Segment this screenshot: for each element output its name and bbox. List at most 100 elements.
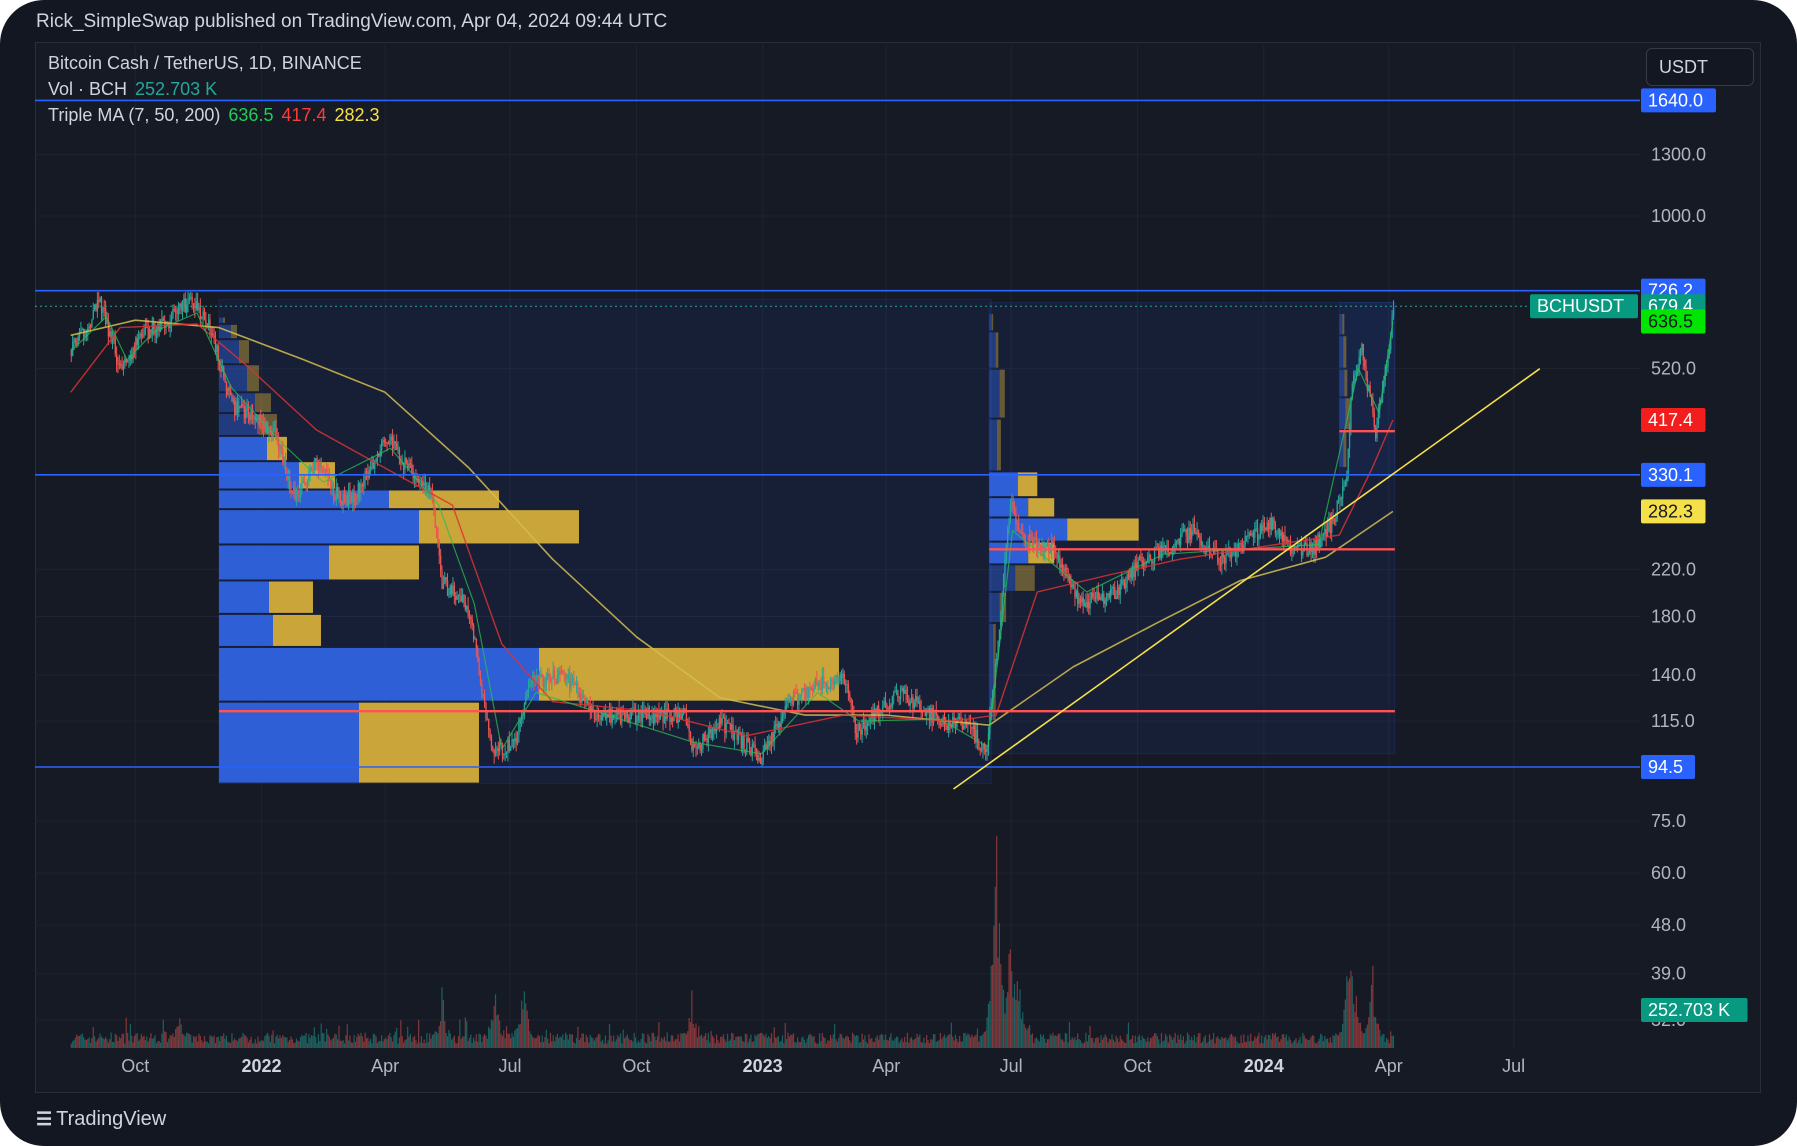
candle-body — [401, 463, 403, 465]
candle-body — [1122, 579, 1124, 581]
volume-bar — [1164, 1034, 1167, 1048]
volume-bar — [1031, 1033, 1033, 1048]
candle-body — [1034, 537, 1036, 539]
candle-body — [1123, 579, 1126, 589]
volume-bar — [799, 1041, 801, 1048]
volume-bar — [710, 1030, 712, 1048]
candle-body — [1071, 582, 1073, 588]
volume-bar — [867, 1043, 869, 1048]
volume-bar — [530, 1034, 532, 1048]
candle-body — [1000, 619, 1002, 630]
volume-bar — [216, 1037, 218, 1048]
volume-bar — [542, 1042, 545, 1048]
candle-body — [1055, 550, 1057, 554]
volume-bar — [1359, 1022, 1362, 1048]
volume-bar — [203, 1035, 206, 1048]
volume-bar — [835, 1039, 837, 1048]
candle-body — [1074, 583, 1076, 598]
candle-body — [807, 686, 810, 698]
volume-bar — [291, 1039, 293, 1048]
candle-body — [615, 714, 618, 716]
candle-body — [567, 674, 570, 678]
volume-profile-buy-bar — [218, 614, 273, 646]
volume-bar — [213, 1035, 215, 1048]
candle-body — [1115, 596, 1117, 599]
volume-bar — [209, 1035, 211, 1048]
volume-profile-sell-bar — [222, 317, 225, 323]
volume-bar — [1162, 1041, 1164, 1048]
candle-body — [629, 712, 631, 722]
candle-body — [1059, 555, 1061, 568]
candle-body — [659, 711, 662, 720]
legend-volume: Vol · BCH 252.703 K — [48, 79, 225, 100]
volume-bar — [472, 1037, 475, 1048]
volume-bar — [762, 1034, 764, 1048]
candle-body — [790, 698, 792, 702]
candle-body — [1295, 546, 1297, 550]
volume-bar — [720, 1036, 722, 1048]
candle-body — [842, 673, 844, 679]
volume-bar — [974, 1035, 976, 1048]
candle-body — [150, 329, 152, 333]
volume-bar — [85, 1039, 87, 1048]
volume-bar — [1060, 1039, 1062, 1048]
volume-bar — [904, 1036, 906, 1048]
candle-body — [1149, 554, 1152, 560]
candle-body — [736, 730, 738, 741]
volume-bar — [474, 1040, 476, 1048]
candle-body — [743, 735, 745, 751]
candle-body — [320, 463, 322, 468]
tradingview-brand[interactable]: ☰ TradingView — [36, 1108, 166, 1131]
volume-bar — [1140, 1040, 1142, 1048]
candle-body — [472, 625, 475, 640]
volume-bar — [732, 1033, 734, 1048]
candle-body — [902, 687, 905, 694]
price-label-badge — [1641, 499, 1706, 524]
volume-bar — [523, 991, 525, 1048]
volume-bar — [529, 1031, 531, 1048]
volume-bar — [364, 1032, 366, 1048]
volume-bar — [1369, 1001, 1371, 1048]
volume-bar — [205, 1041, 207, 1048]
volume-bar — [327, 1034, 329, 1048]
volume-bar — [1136, 1042, 1138, 1048]
volume-bar — [1141, 1035, 1143, 1048]
candle-body — [390, 436, 392, 441]
candle-body — [239, 406, 241, 408]
volume-bar — [467, 1040, 469, 1048]
volume-bar — [346, 1024, 348, 1048]
candle-body — [1281, 532, 1283, 542]
candle-body — [319, 463, 321, 471]
candle-body — [689, 731, 692, 739]
volume-bar — [872, 1041, 874, 1048]
volume-bar — [795, 1042, 797, 1048]
candle-body — [459, 594, 461, 597]
candle-body — [374, 462, 376, 469]
volume-bar — [873, 1042, 876, 1048]
candle-body — [1159, 545, 1161, 559]
volume-bar — [912, 1040, 914, 1048]
candle-body — [1137, 560, 1139, 571]
legend-volume-label: Vol · BCH — [48, 79, 128, 99]
candle-body — [1002, 578, 1005, 596]
volume-bar — [1265, 1035, 1267, 1048]
candle-body — [519, 720, 521, 724]
trendline — [953, 368, 1541, 790]
candle-body — [1100, 596, 1102, 600]
candle-body — [73, 339, 75, 342]
candle-body — [891, 696, 894, 707]
currency-button[interactable]: USDT — [1646, 48, 1754, 86]
candle-body — [326, 469, 328, 472]
volume-bar — [567, 1039, 569, 1048]
volume-bar — [1197, 1033, 1200, 1048]
volume-bar — [162, 1019, 164, 1048]
volume-bar — [985, 1031, 987, 1048]
volume-bar — [968, 1034, 970, 1048]
candle-body — [391, 436, 394, 449]
volume-bar — [1071, 1037, 1073, 1048]
candle-body — [514, 738, 516, 741]
volume-bar — [776, 1037, 778, 1048]
volume-bar — [177, 1026, 179, 1048]
candle-body — [910, 696, 913, 702]
